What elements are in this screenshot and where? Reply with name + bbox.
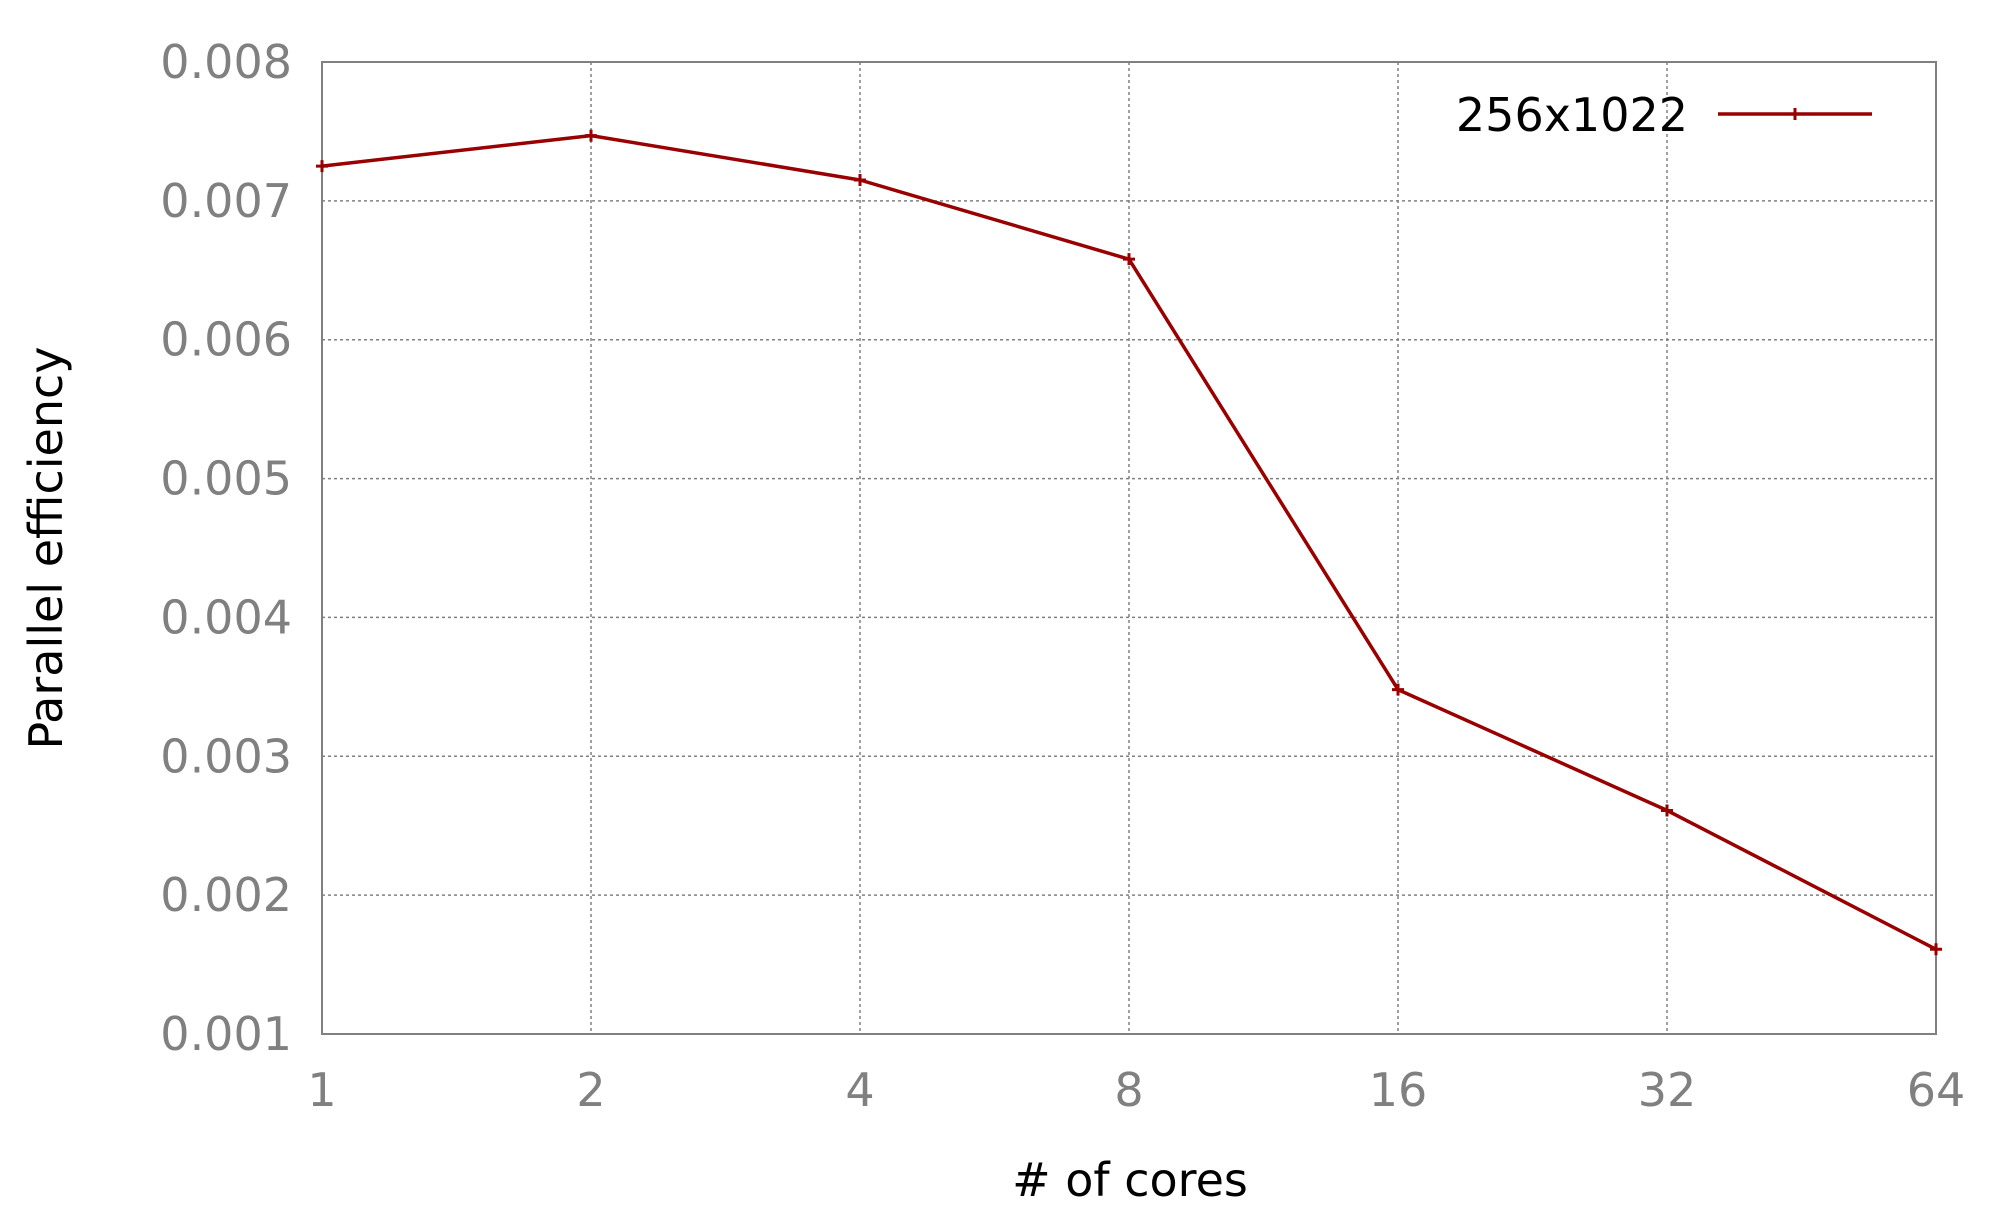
y-tick-label: 0.004 bbox=[160, 590, 292, 644]
grid bbox=[322, 62, 1936, 1034]
y-tick-label: 0.008 bbox=[160, 35, 292, 89]
x-tick-label: 4 bbox=[845, 1063, 874, 1117]
x-tick-label: 32 bbox=[1638, 1063, 1697, 1117]
legend: 256x1022 bbox=[1456, 88, 1872, 142]
x-axis-ticks: 1 2 4 8 16 32 64 bbox=[307, 1063, 1965, 1117]
data-point-marker bbox=[854, 174, 866, 187]
y-tick-label: 0.005 bbox=[160, 452, 292, 506]
data-point-marker bbox=[1661, 804, 1673, 817]
x-tick-label: 8 bbox=[1114, 1063, 1143, 1117]
series-layer bbox=[316, 129, 1942, 956]
data-point-marker bbox=[1123, 253, 1135, 266]
x-tick-label: 16 bbox=[1369, 1063, 1428, 1117]
y-axis-ticks: 0.001 0.002 0.003 0.004 0.005 0.006 0.007 0.008 bbox=[160, 35, 292, 1061]
y-tick-label: 0.006 bbox=[160, 313, 292, 367]
x-tick-label: 1 bbox=[307, 1063, 336, 1117]
data-point-marker bbox=[316, 160, 328, 173]
x-axis-label: # of cores bbox=[1012, 1153, 1248, 1200]
plot-frame bbox=[321, 61, 1937, 1035]
legend-label: 256x1022 bbox=[1456, 88, 1688, 142]
y-tick-label: 0.002 bbox=[160, 868, 292, 922]
y-tick-label: 0.003 bbox=[160, 729, 292, 783]
x-tick-label: 64 bbox=[1907, 1063, 1966, 1117]
data-point-marker bbox=[585, 129, 597, 142]
data-point-marker bbox=[1392, 683, 1404, 696]
x-tick-label: 2 bbox=[576, 1063, 605, 1117]
y-tick-label: 0.001 bbox=[160, 1007, 292, 1061]
y-tick-label: 0.007 bbox=[160, 174, 292, 228]
data-point-marker bbox=[1930, 943, 1942, 956]
y-axis-label: Parallel efficiency bbox=[19, 346, 73, 749]
legend-marker bbox=[1789, 108, 1801, 120]
